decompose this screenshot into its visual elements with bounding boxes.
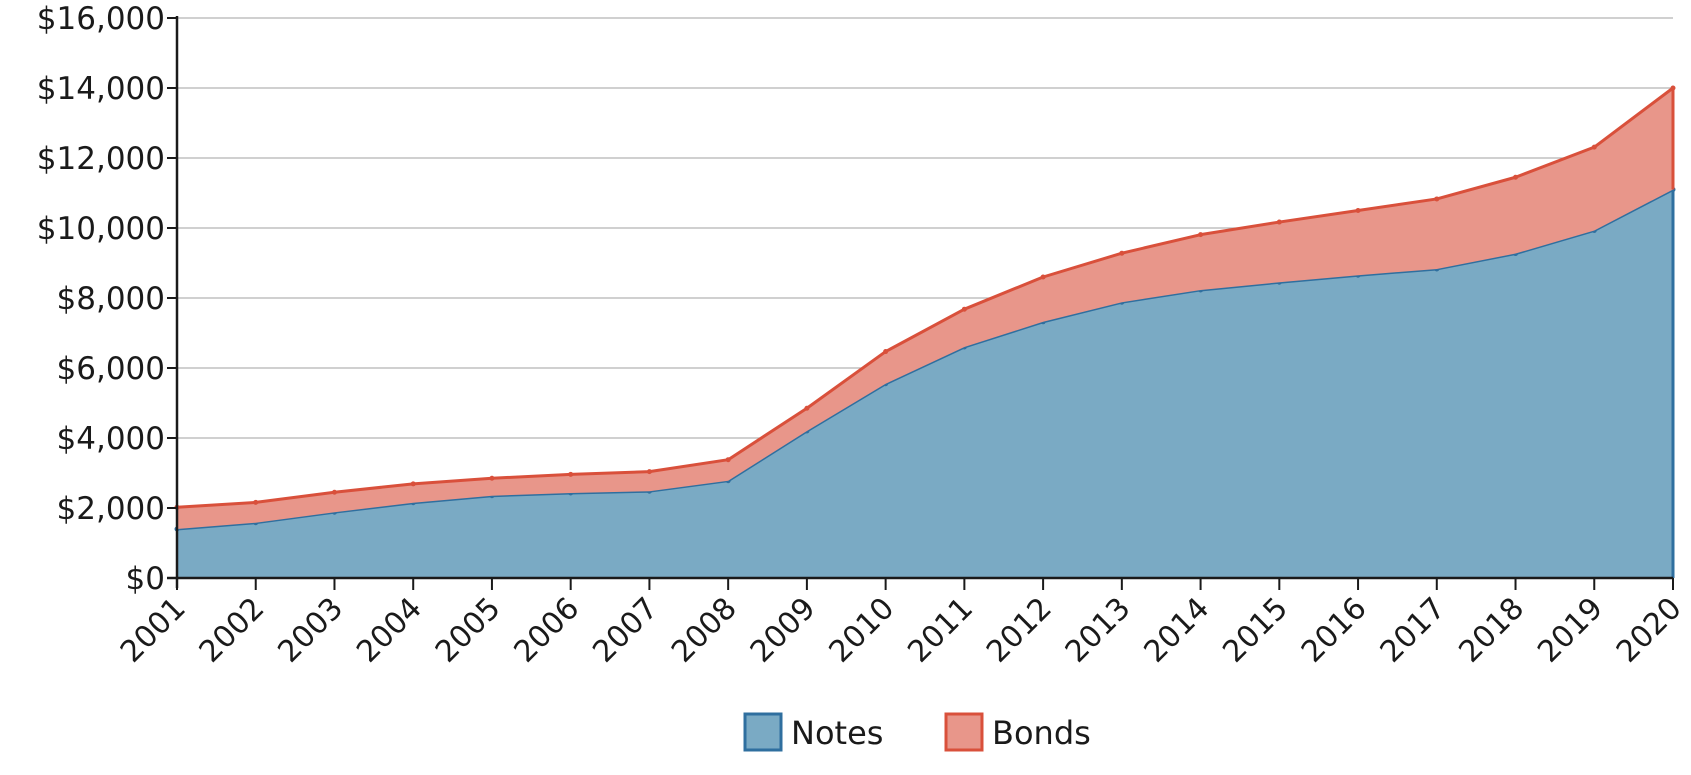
y-tick-label: $0 (126, 561, 165, 597)
y-tick-label: $8,000 (57, 281, 165, 317)
legend-swatch-notes (743, 712, 783, 752)
data-point-bonds (489, 475, 495, 481)
data-point-bonds (804, 405, 810, 411)
x-tick-label: 2014 (1137, 591, 1216, 670)
x-tick-label: 2001 (114, 591, 193, 670)
data-point-bonds (1119, 250, 1125, 256)
x-tick-label: 2011 (901, 591, 980, 670)
data-point-bonds (1670, 85, 1676, 91)
y-tick-label: $4,000 (57, 421, 165, 457)
data-point-bonds (1276, 219, 1282, 225)
x-tick-label: 2009 (744, 591, 823, 670)
area-notes (177, 189, 1673, 578)
data-point-bonds (1040, 274, 1046, 280)
area-layer (174, 85, 1676, 578)
x-tick-label: 2017 (1374, 591, 1453, 670)
y-tick-label: $14,000 (37, 71, 165, 107)
data-point-bonds (1513, 174, 1519, 180)
data-point-bonds (253, 499, 259, 505)
axes (167, 16, 1673, 588)
data-point-bonds (568, 471, 574, 477)
data-point-bonds (1434, 196, 1440, 202)
data-point-bonds (725, 457, 731, 463)
x-axis-ticks: 2001 2002 2003 2004 2005 2006 2007 2008 2009 2010… (114, 578, 1689, 670)
legend-label-notes: Notes (791, 714, 883, 752)
x-tick-label: 2005 (429, 591, 508, 670)
x-tick-label: 2008 (665, 591, 744, 670)
x-tick-label: 2019 (1531, 591, 1610, 670)
legend-swatch-bonds (944, 712, 984, 752)
legend: Notes Bonds (743, 712, 1091, 752)
x-tick-label: 2006 (508, 591, 587, 670)
x-tick-label: 2020 (1610, 591, 1689, 670)
series-line-bonds (176, 86, 1674, 509)
legend-label-bonds: Bonds (992, 714, 1091, 752)
x-tick-label: 2012 (980, 591, 1059, 670)
x-tick-label: 2016 (1295, 591, 1374, 670)
x-tick-label: 2015 (1216, 591, 1295, 670)
x-tick-label: 2003 (271, 591, 350, 670)
data-point-bonds (1355, 208, 1361, 213)
x-tick-label: 2010 (823, 591, 902, 670)
data-point-bonds (883, 349, 889, 355)
x-tick-label: 2013 (1059, 591, 1138, 670)
data-point-bonds (961, 306, 967, 312)
data-point-bonds (646, 469, 652, 475)
y-axis-ticks: $0 $2,000 $4,000 $6,000 $8,000 $10,000 $12,000… (37, 1, 177, 597)
data-point-bonds (331, 489, 337, 495)
x-tick-label: 2002 (193, 591, 272, 670)
y-tick-label: $10,000 (37, 211, 165, 247)
x-tick-label: 2007 (586, 591, 665, 670)
y-tick-label: $16,000 (37, 1, 165, 37)
y-tick-label: $2,000 (57, 491, 165, 527)
x-tick-label: 2018 (1452, 591, 1531, 670)
y-tick-label: $6,000 (57, 351, 165, 387)
x-tick-label: 2004 (350, 591, 429, 670)
data-point-bonds (1198, 232, 1204, 238)
data-point-bonds (1591, 144, 1597, 150)
data-point-bonds (410, 481, 416, 487)
y-tick-label: $12,000 (37, 141, 165, 177)
